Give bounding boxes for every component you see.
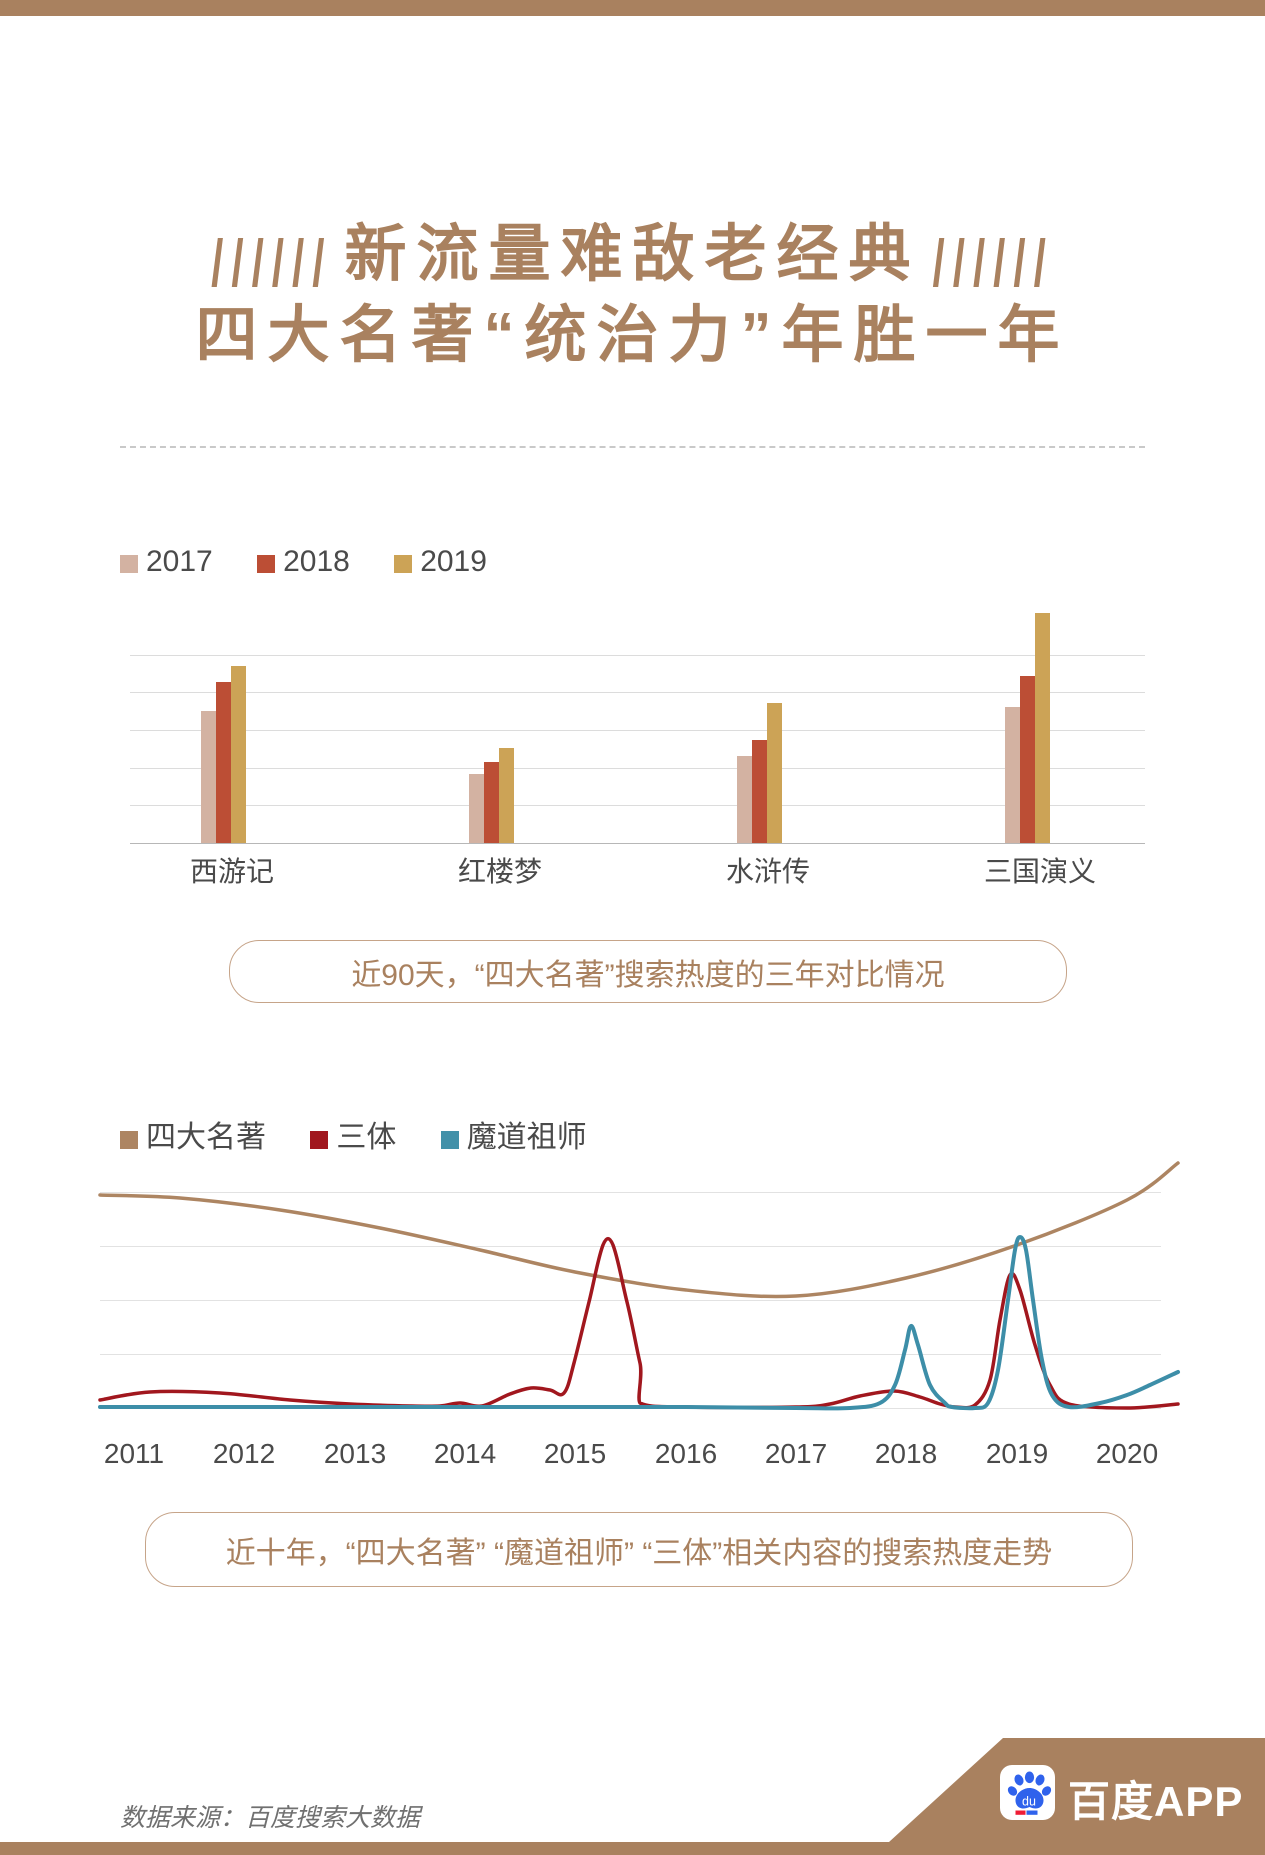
svg-text:du: du — [1022, 1795, 1036, 1809]
